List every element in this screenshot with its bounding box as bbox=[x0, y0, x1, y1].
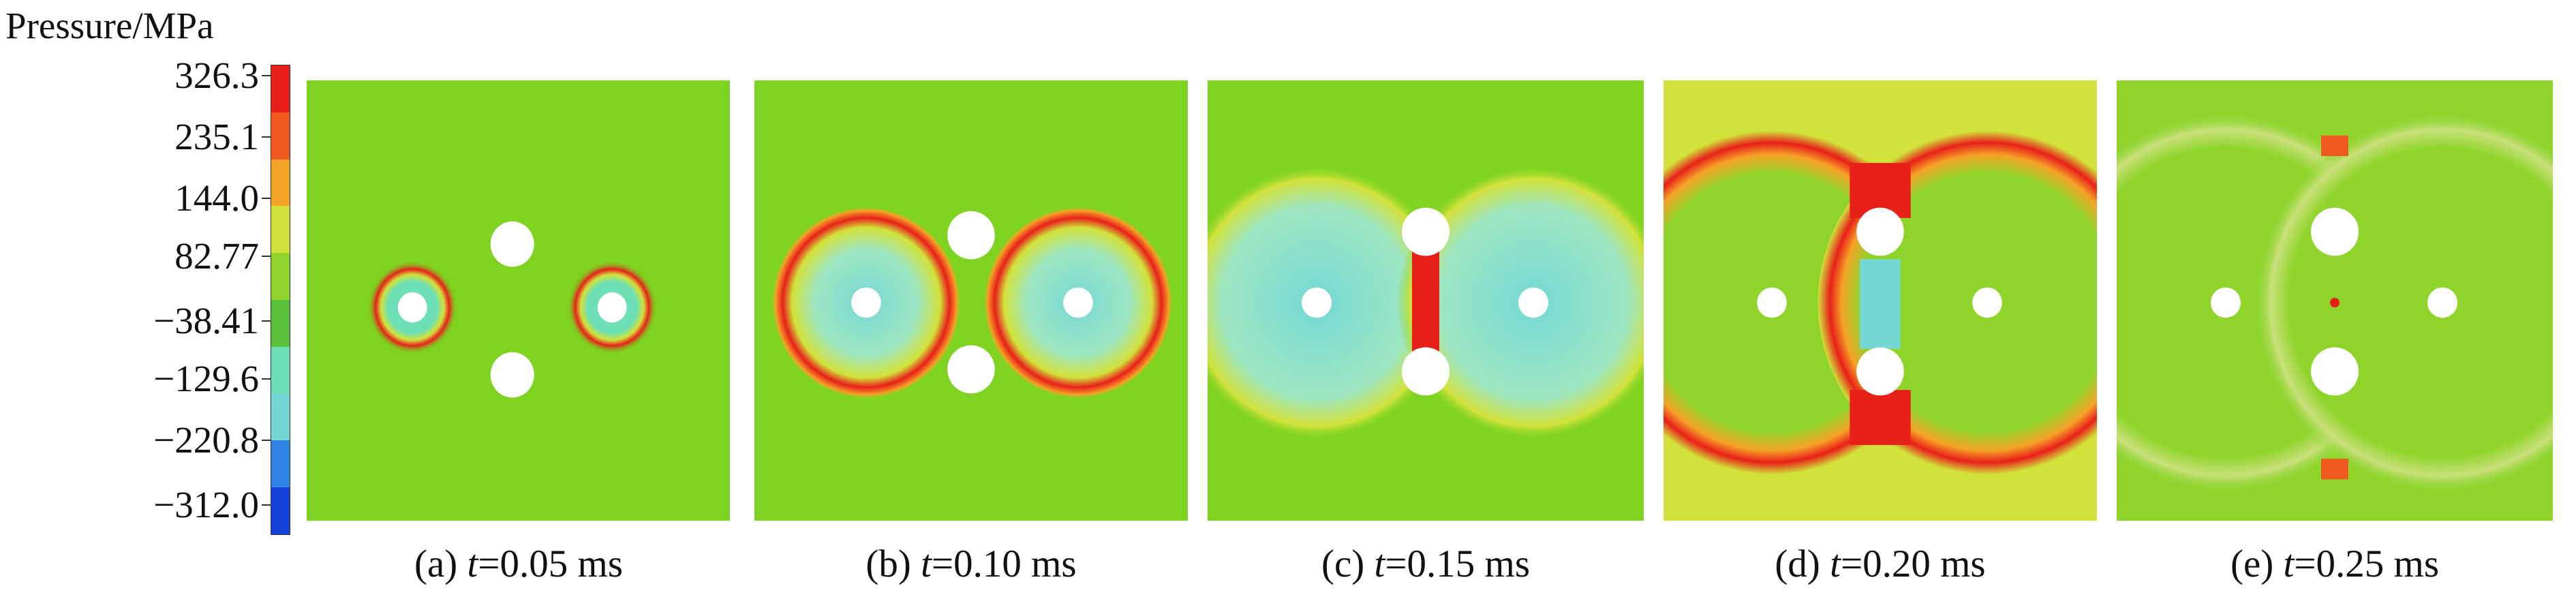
caption-variable: t bbox=[1374, 542, 1385, 585]
colorbar-segment bbox=[271, 253, 290, 300]
colorbar-tick-mark bbox=[262, 136, 271, 138]
pressure-colorbar bbox=[271, 65, 290, 535]
colorbar-segment bbox=[271, 393, 290, 441]
caption-value: =0.10 ms bbox=[931, 542, 1077, 585]
colorbar-tick-mark bbox=[262, 198, 271, 199]
colorbar-tick-mark bbox=[262, 75, 271, 76]
caption-variable: t bbox=[921, 542, 932, 585]
colorbar-tick-mark bbox=[262, 256, 271, 257]
caption-b: (b) t=0.10 ms bbox=[865, 542, 1076, 586]
colorbar-tick-mark bbox=[262, 378, 271, 380]
panel-a-pressure-field bbox=[307, 80, 730, 521]
caption-variable: t bbox=[2283, 542, 2295, 585]
colorbar-tick-label: −312.0 bbox=[153, 484, 259, 525]
caption-value: =0.05 ms bbox=[478, 542, 624, 585]
panel-c-pressure-field bbox=[1208, 80, 1644, 521]
legend-title: Pressure/MPa bbox=[5, 5, 214, 46]
colorbar-tick-label: 235.1 bbox=[174, 116, 259, 157]
colorbar-segment bbox=[271, 346, 290, 394]
panel-b-pressure-field bbox=[754, 80, 1188, 521]
caption-prefix: (e) bbox=[2230, 542, 2284, 585]
caption-variable: t bbox=[1830, 542, 1841, 585]
colorbar-tick-label: 144.0 bbox=[174, 177, 259, 219]
caption-value: =0.25 ms bbox=[2294, 542, 2440, 585]
caption-c: (c) t=0.15 ms bbox=[1321, 542, 1530, 586]
colorbar-tick-label: 326.3 bbox=[174, 55, 259, 96]
panel-d-pressure-field bbox=[1663, 80, 2097, 521]
caption-prefix: (a) bbox=[414, 542, 467, 585]
caption-a: (a) t=0.05 ms bbox=[414, 542, 623, 586]
caption-value: =0.15 ms bbox=[1385, 542, 1531, 585]
colorbar-tick-label: −129.6 bbox=[153, 358, 259, 399]
colorbar-tick-mark bbox=[262, 504, 271, 506]
colorbar-tick-mark bbox=[262, 320, 271, 322]
panel-e-pressure-field bbox=[2117, 80, 2553, 521]
caption-e: (e) t=0.25 ms bbox=[2230, 542, 2439, 586]
colorbar-tick-label: 82.77 bbox=[174, 235, 259, 277]
caption-value: =0.20 ms bbox=[1840, 542, 1986, 585]
colorbar-segment bbox=[271, 65, 290, 112]
caption-variable: t bbox=[467, 542, 478, 585]
colorbar-segment bbox=[271, 299, 290, 347]
colorbar-segment bbox=[271, 206, 290, 254]
caption-prefix: (b) bbox=[865, 542, 921, 585]
caption-d: (d) t=0.20 ms bbox=[1775, 542, 1985, 586]
colorbar-segment bbox=[271, 112, 290, 159]
colorbar-segment bbox=[271, 487, 290, 534]
colorbar-segment bbox=[271, 440, 290, 488]
caption-prefix: (d) bbox=[1775, 542, 1830, 585]
colorbar-tick-label: −220.8 bbox=[153, 419, 259, 461]
colorbar-tick-label: −38.41 bbox=[153, 300, 259, 341]
caption-prefix: (c) bbox=[1321, 542, 1375, 585]
colorbar-tick-mark bbox=[262, 440, 271, 441]
colorbar-segment bbox=[271, 159, 290, 206]
